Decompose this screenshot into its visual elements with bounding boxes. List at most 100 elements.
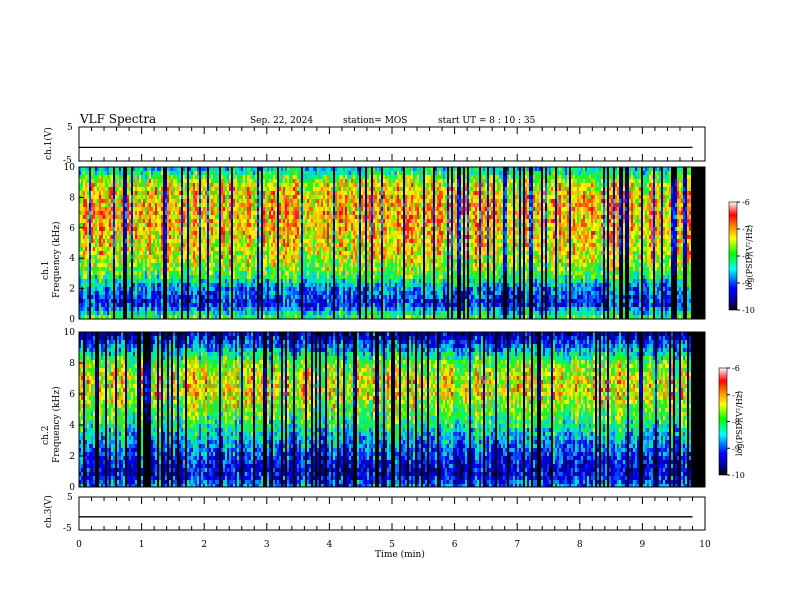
ch1-spectrogram-cell — [305, 175, 307, 179]
ch1-spectrogram-cell — [251, 299, 253, 303]
ch1-spectrogram-cell — [295, 219, 297, 223]
ch1-spectrogram-cell — [313, 171, 315, 175]
ch1-spectrogram-cell — [241, 239, 243, 243]
ch1-spectrogram-cell — [311, 287, 313, 291]
ch1-spectrogram-cell — [333, 183, 335, 187]
ch1-spectrogram-cell — [195, 199, 197, 203]
ch1-spectrogram-cell — [325, 259, 327, 263]
ch1-spectrogram-cell — [255, 255, 257, 259]
ch1-spectrogram-cell — [309, 299, 311, 303]
ch1-spectrogram-cell — [89, 219, 91, 223]
ch1-spectrogram-cell — [327, 235, 329, 239]
ch1-spectrogram-cell — [121, 307, 123, 311]
ch1-spectrogram-cell — [251, 183, 253, 187]
ch1-spectrogram-cell — [313, 243, 315, 247]
ch1-spectrogram-cell — [271, 251, 273, 255]
ch1-spectrogram-cell — [221, 211, 223, 215]
ch1-spectrogram-cell — [197, 291, 199, 295]
ch1-spectrogram-cell — [253, 207, 255, 211]
ch1-spectrogram-cell — [339, 195, 341, 199]
ch1-spectrogram-cell — [85, 239, 87, 243]
ch1-spectrogram-cell — [99, 175, 101, 179]
ch1-spectrogram-cell — [95, 251, 97, 255]
ch1-spectrogram-cell — [145, 311, 147, 315]
ch1-spectrogram-cell — [113, 175, 115, 179]
ch1-spectrogram-cell — [151, 231, 153, 235]
ch1-spectrogram-cell — [335, 231, 337, 235]
ch1-spectrogram-cell — [179, 259, 181, 263]
ch1-spectrogram-cell — [107, 263, 109, 267]
ch1-spectrogram-cell — [199, 263, 201, 267]
ch1-spectrogram-cell — [317, 279, 319, 283]
ch1-spectrogram-cell — [93, 167, 95, 171]
ch1-spectrogram-cell — [171, 271, 173, 275]
ch1-spectrogram-cell — [307, 315, 309, 319]
ch1-spectrogram-cell — [81, 215, 83, 219]
ch1-spectrogram-cell — [231, 311, 233, 315]
ch1-spectrogram-cell — [217, 183, 219, 187]
ch1-spectrogram-cell — [269, 227, 271, 231]
ch1-spectrogram-cell — [217, 223, 219, 227]
ch1-spectrogram-cell — [201, 303, 203, 307]
ch1-spectrogram-cell — [83, 283, 85, 287]
ch1-spectrogram-cell — [83, 215, 85, 219]
ch1-spectrogram-cell — [95, 247, 97, 251]
ch1-spectrogram-cell — [257, 187, 259, 191]
ch1-spectrogram-cell — [111, 219, 113, 223]
ch1-spectrogram-cell — [85, 263, 87, 267]
ch1-spectrogram-cell — [107, 279, 109, 283]
ch1-spectrogram-cell — [235, 219, 237, 223]
ch1-spectrogram-cell — [249, 315, 251, 319]
ch1-spectrogram-cell — [103, 219, 105, 223]
ch1-spectrogram-cell — [249, 279, 251, 283]
ch1-spectrogram-cell — [145, 251, 147, 255]
ch1-spectrogram-cell — [147, 231, 149, 235]
ch1-spectrogram-cell — [283, 227, 285, 231]
ch1-spectrogram-cell — [145, 183, 147, 187]
ch1-spectrogram-cell — [235, 275, 237, 279]
ch1-spectrogram-cell — [265, 199, 267, 203]
ch1-spectrogram-cell — [231, 267, 233, 271]
ch1-spectrogram-cell — [225, 179, 227, 183]
ch1-spectrogram-cell — [171, 299, 173, 303]
ch1-spectrogram-cell — [203, 171, 205, 175]
ch1-spectrogram-cell — [195, 291, 197, 295]
ch1-spectrogram-cell — [313, 215, 315, 219]
ch1-spectrogram-cell — [211, 227, 213, 231]
ch1-spectrogram-cell — [293, 259, 295, 263]
ch1-spectrogram-cell — [279, 315, 281, 319]
ch1-spectrogram-cell — [151, 267, 153, 271]
ch1-spectrogram-cell — [195, 295, 197, 299]
ch1-spectrogram-cell — [279, 311, 281, 315]
ch1-spectrogram-cell — [253, 223, 255, 227]
ch1-spectrogram-cell — [145, 203, 147, 207]
ch1-spectrogram-cell — [135, 183, 137, 187]
ch1-spectrogram-cell — [109, 239, 111, 243]
ch1-spectrogram-cell — [125, 295, 127, 299]
ch1-spectrogram-cell — [249, 183, 251, 187]
ch1-spectrogram-cell — [257, 167, 259, 171]
ch1-spectrogram-cell — [199, 295, 201, 299]
ch1-spectrogram-cell — [113, 171, 115, 175]
ch1-spectrogram-cell — [271, 287, 273, 291]
ch1-spectrogram-cell — [281, 203, 283, 207]
ch1-spectrogram-cell — [213, 303, 215, 307]
ch1-spectrogram-cell — [145, 195, 147, 199]
ch1-spectrogram-cell — [267, 207, 269, 211]
ch1-spectrogram-cell — [283, 251, 285, 255]
ch1-spectrogram-cell — [85, 303, 87, 307]
ch1-spectrogram-cell — [113, 219, 115, 223]
ch1-spectrogram-cell — [299, 219, 301, 223]
ch1-spectrogram-cell — [329, 167, 331, 171]
ch1-spectrogram-cell — [285, 275, 287, 279]
ch1-spectrogram-cell — [105, 227, 107, 231]
ch1-spectrogram-cell — [79, 303, 81, 307]
ch1-spectrogram-cell — [133, 303, 135, 307]
ch1-spectrogram-cell — [115, 239, 117, 243]
ch1-spectrogram-cell — [305, 311, 307, 315]
ch1-spectrogram-cell — [219, 263, 221, 267]
ch1-spectrogram-cell — [175, 243, 177, 247]
ch1-spectrogram-cell — [291, 279, 293, 283]
ch1-spectrogram-cell — [289, 267, 291, 271]
ch1-spectrogram-cell — [101, 299, 103, 303]
